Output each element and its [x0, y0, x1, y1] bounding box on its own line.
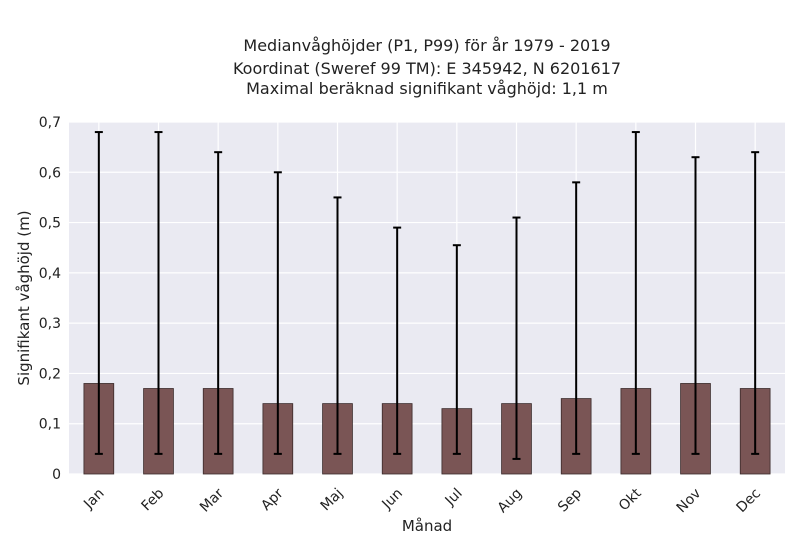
- y-axis-label: Signifikant våghöjd (m): [15, 210, 33, 385]
- x-tick-label: Jun: [379, 486, 406, 513]
- plot-area: [69, 122, 785, 474]
- y-tick-label: 0,5: [39, 216, 61, 232]
- y-axis-ticks: 0 0,1 0,2 0,3 0,4 0,5 0,6 0,7: [39, 115, 61, 483]
- x-axis-ticks: Jan Feb Mar Apr Maj Jun Jul Aug Sep Okt Nov Dec: [80, 485, 764, 516]
- y-tick-label: 0: [52, 467, 61, 483]
- chart-title: Medianvåghöjder (P1, P99) för år 1979 - …: [233, 36, 621, 98]
- x-tick-label: Apr: [258, 485, 287, 514]
- x-tick-label: Aug: [495, 486, 526, 517]
- x-tick-label: Mar: [197, 485, 227, 515]
- chart-title-line-2: Koordinat (Sweref 99 TM): E 345942, N 62…: [233, 59, 621, 78]
- chart-title-line-1: Medianvåghöjder (P1, P99) för år 1979 - …: [243, 36, 610, 55]
- x-tick-label: Jan: [80, 486, 107, 513]
- x-tick-label: Sep: [555, 485, 585, 515]
- x-tick-label: Maj: [318, 486, 347, 515]
- y-tick-label: 0,7: [39, 115, 61, 131]
- y-tick-label: 0,2: [39, 366, 61, 382]
- y-tick-label: 0,4: [39, 266, 61, 282]
- x-tick-label: Feb: [138, 485, 167, 514]
- x-axis-label: Månad: [402, 517, 452, 535]
- chart-title-line-3: Maximal beräknad signifikant våghöjd: 1,…: [246, 79, 608, 98]
- x-tick-label: Dec: [734, 486, 764, 516]
- x-tick-label: Jul: [442, 486, 466, 510]
- y-tick-label: 0,6: [39, 165, 61, 181]
- y-tick-label: 0,3: [39, 316, 61, 332]
- x-tick-label: Okt: [616, 485, 645, 514]
- x-tick-label: Nov: [674, 486, 705, 517]
- error-bars: [94, 131, 760, 460]
- y-tick-label: 0,1: [39, 417, 61, 433]
